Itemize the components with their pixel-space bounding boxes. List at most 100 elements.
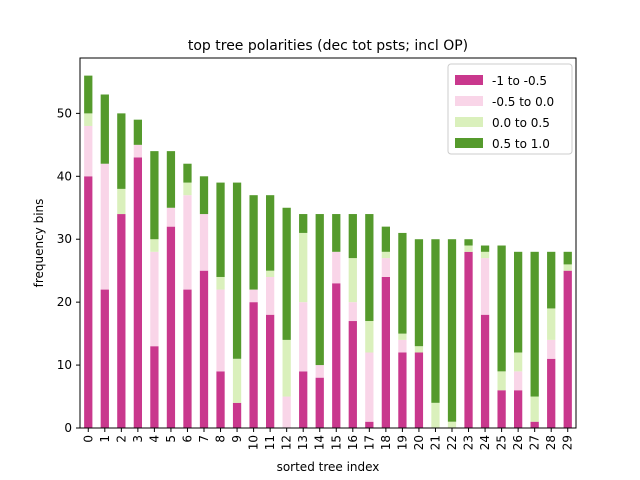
legend-box — [447, 63, 573, 155]
bar-segment-25-series-3 — [497, 245, 506, 372]
bar-segment-24-series-1 — [480, 258, 490, 315]
bar-segment-28-series-3 — [547, 251, 556, 309]
bar-segment-17-series-2 — [365, 321, 374, 353]
legend-label: 0.5 to 1.0 — [492, 137, 550, 151]
bar-segment-28-series-0 — [547, 358, 556, 428]
bar-segment-27-series-2 — [530, 396, 539, 422]
x-tick-label: 0 — [81, 435, 95, 443]
x-tick-label: 2 — [114, 435, 128, 443]
x-tick-label: 26 — [511, 435, 525, 450]
bar-segment-6-series-2 — [183, 182, 192, 196]
bar-segment-9-series-2 — [232, 358, 242, 403]
bar-segment-5-series-3 — [166, 151, 176, 208]
bar-segment-3-series-3 — [133, 119, 142, 145]
legend-label: -1 to -0.5 — [492, 74, 547, 88]
x-tick-label: 6 — [180, 435, 194, 443]
bar-segment-18-series-2 — [381, 251, 390, 259]
bar-segment-18-series-0 — [381, 276, 390, 428]
x-tick-label: 8 — [214, 435, 228, 443]
bar-segment-19-series-1 — [398, 339, 407, 353]
bar-segment-0-series-0 — [84, 176, 93, 428]
x-tick-label: 11 — [263, 435, 277, 450]
bar-segment-14-series-1 — [315, 365, 324, 378]
bar-segment-23-series-0 — [464, 251, 473, 428]
bar-segment-22-series-2 — [447, 421, 457, 428]
x-tick-label: 3 — [131, 435, 145, 443]
bar-segment-13-series-3 — [299, 214, 308, 233]
bar-segment-17-series-0 — [365, 421, 374, 428]
bar-segment-7-series-3 — [199, 176, 209, 215]
bar-segment-9-series-3 — [232, 182, 242, 359]
x-tick-label: 7 — [197, 435, 211, 443]
bar-segment-26-series-1 — [514, 371, 523, 391]
legend-swatch — [455, 138, 483, 148]
y-tick-label: 40 — [57, 169, 72, 183]
bar-segment-19-series-2 — [398, 333, 407, 340]
bar-segment-22-series-3 — [447, 239, 457, 422]
x-axis: 0 1 2 3 4 5 6 7 8 9 10 11 12 13 14 15 16 17 18 19 20 21 22 23 24… — [81, 428, 575, 450]
bar-segment-13-series-0 — [299, 371, 308, 428]
y-tick-label: 20 — [57, 295, 72, 309]
chart-title: top tree polarities (dec tot psts; incl … — [188, 38, 468, 54]
y-axis-label: frequency bins — [32, 199, 46, 288]
bar-segment-5-series-1 — [166, 207, 176, 227]
x-tick-label: 29 — [561, 435, 575, 450]
bar-segment-8-series-3 — [216, 182, 225, 277]
legend-label: -0.5 to 0.0 — [492, 95, 554, 109]
x-axis-label: sorted tree index — [277, 460, 380, 474]
bar-segment-10-series-3 — [249, 195, 258, 290]
bar-segment-24-series-3 — [480, 245, 490, 252]
bar-segment-12-series-3 — [282, 207, 291, 340]
x-tick-label: 1 — [98, 435, 112, 443]
bar-segment-18-series-1 — [381, 258, 390, 277]
bar-segment-6-series-0 — [183, 289, 192, 428]
bar-segment-21-series-3 — [431, 239, 440, 403]
plot-frame — [79, 57, 577, 429]
bar-segment-1-series-1 — [100, 163, 109, 290]
legend-swatch — [455, 117, 483, 127]
bar-segment-10-series-0 — [249, 302, 258, 428]
bar-segment-19-series-0 — [398, 352, 407, 428]
bar-segment-6-series-1 — [183, 195, 192, 290]
bar-segment-6-series-3 — [183, 163, 192, 183]
bar-segment-25-series-0 — [497, 390, 506, 428]
x-tick-label: 25 — [495, 435, 509, 450]
bar-segment-20-series-3 — [414, 239, 424, 347]
bar-segment-5-series-0 — [166, 226, 176, 428]
bar-segment-0-series-2 — [84, 113, 93, 126]
bar-segment-13-series-1 — [299, 302, 308, 372]
bar-segment-7-series-1 — [199, 214, 209, 271]
bar-segment-23-series-2 — [464, 245, 473, 252]
x-tick-label: 14 — [313, 435, 327, 450]
bar-segment-19-series-3 — [398, 232, 407, 334]
bar-segment-0-series-1 — [84, 125, 93, 177]
bar-segment-8-series-2 — [216, 276, 225, 290]
bar-segment-16-series-1 — [348, 302, 357, 322]
bar-segment-15-series-0 — [332, 283, 341, 428]
bar-segment-20-series-2 — [414, 346, 424, 353]
bar-segment-7-series-0 — [199, 270, 209, 428]
bar-segment-11-series-1 — [266, 276, 275, 315]
bar-segment-21-series-2 — [431, 402, 440, 428]
bar-segment-0-series-3 — [84, 75, 93, 114]
bar-segment-17-series-3 — [365, 214, 374, 322]
bar-segment-15-series-1 — [332, 251, 341, 284]
bar-segment-8-series-1 — [216, 289, 225, 372]
bar-segment-24-series-2 — [480, 251, 490, 259]
x-tick-label: 9 — [230, 435, 244, 443]
bar-segment-9-series-0 — [232, 402, 242, 428]
bar-segment-2-series-3 — [117, 113, 126, 189]
bar-segment-15-series-3 — [332, 214, 341, 252]
bar-segment-17-series-1 — [365, 352, 374, 422]
y-tick-label: 10 — [57, 358, 72, 372]
bar-segment-14-series-3 — [315, 214, 324, 366]
y-tick-label: 0 — [64, 421, 72, 435]
legend-swatch — [455, 75, 483, 85]
x-tick-label: 17 — [362, 435, 376, 450]
bar-segment-27-series-3 — [530, 251, 539, 397]
x-tick-label: 27 — [528, 435, 542, 450]
bar-segment-10-series-1 — [249, 289, 258, 303]
bar-segment-27-series-0 — [530, 421, 539, 428]
bar-segment-4-series-2 — [150, 239, 159, 252]
bar-segment-4-series-0 — [150, 346, 159, 428]
